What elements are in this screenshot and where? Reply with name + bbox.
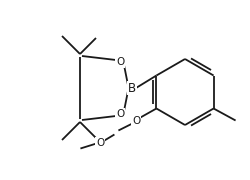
- Text: O: O: [116, 109, 124, 119]
- Text: O: O: [96, 138, 104, 147]
- Text: O: O: [116, 57, 124, 67]
- Text: O: O: [132, 116, 140, 125]
- Text: B: B: [128, 82, 136, 94]
